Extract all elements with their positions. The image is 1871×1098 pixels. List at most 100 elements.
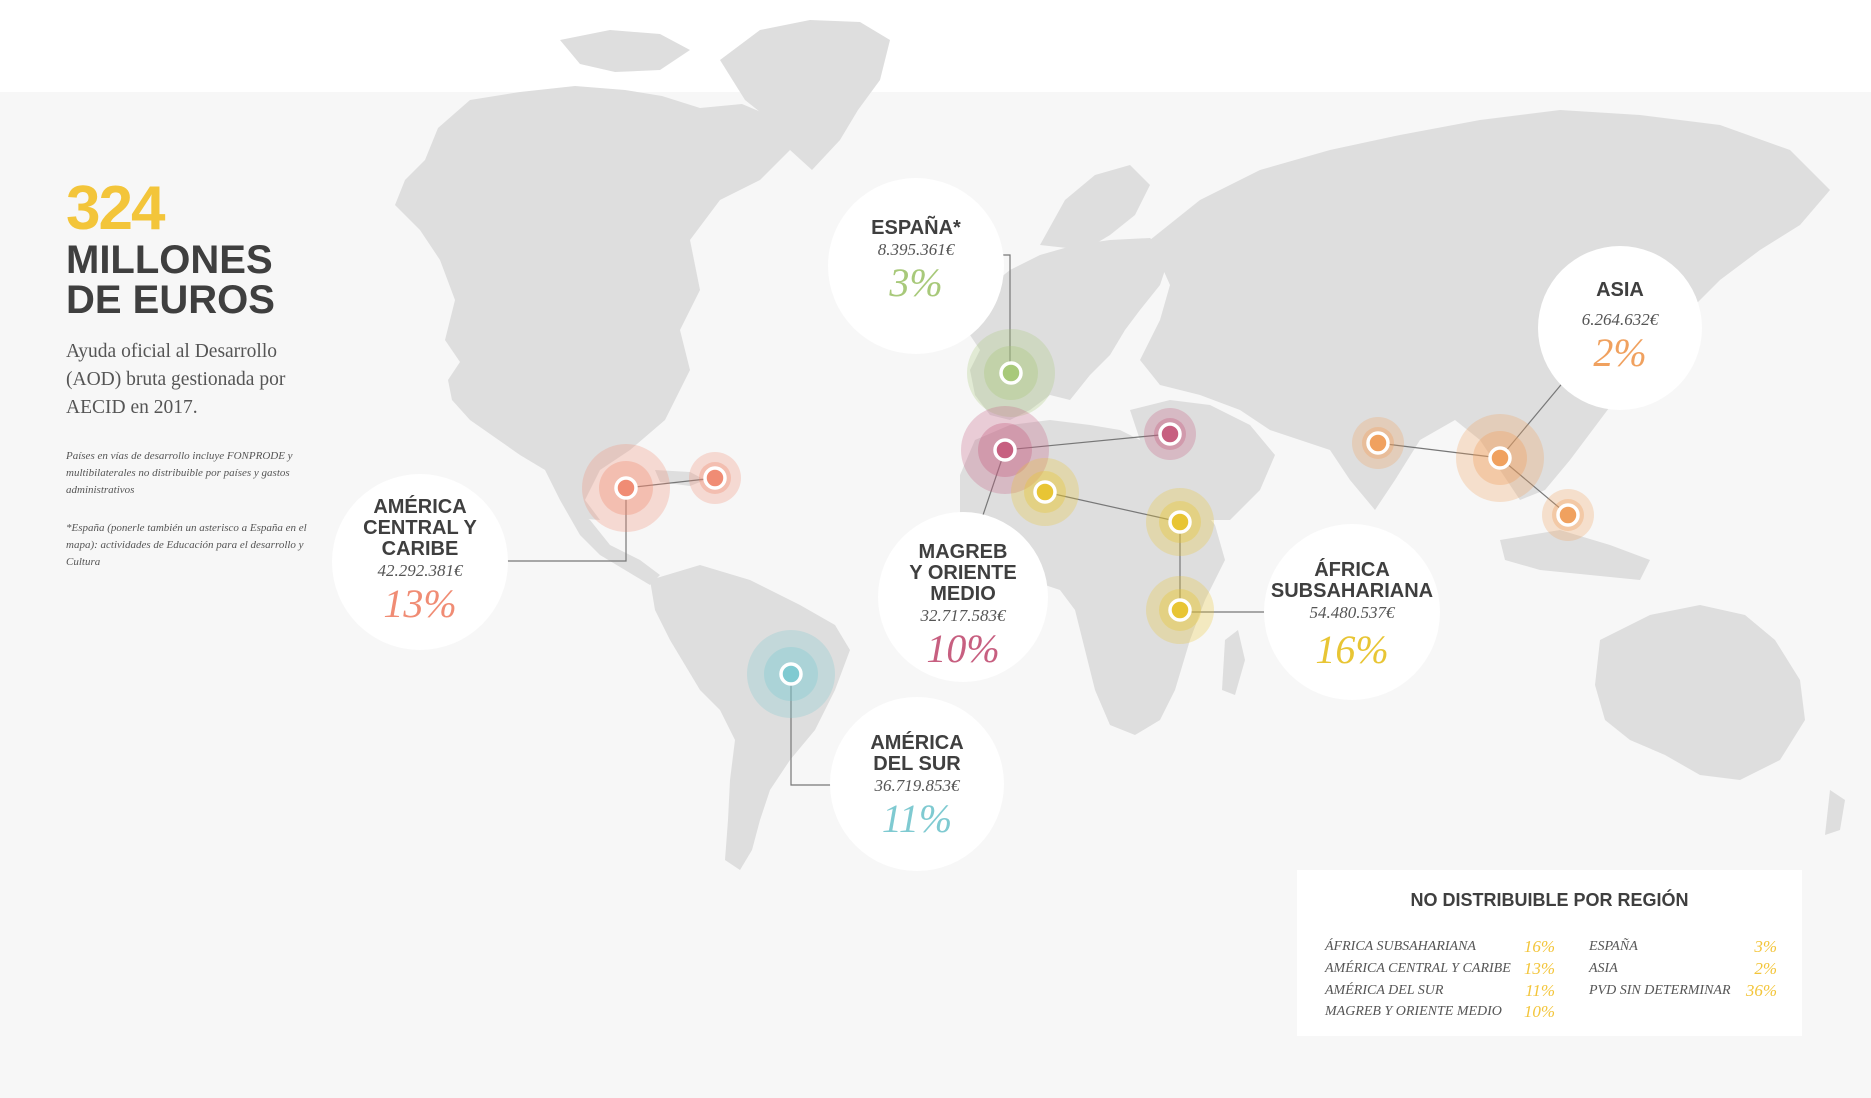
marker-dot xyxy=(779,662,803,686)
marker-espana xyxy=(967,329,1055,417)
region-percent: 16% xyxy=(1315,627,1389,672)
line-america-central-links xyxy=(625,477,716,489)
region-name-l2: CENTRAL Y xyxy=(363,517,477,539)
bubble-africa: ÁFRICA SUBSAHARIANA 54.480.537€ 16% xyxy=(1264,524,1440,700)
land-australia xyxy=(1595,605,1805,780)
legend-label: PVD SIN DETERMINAR xyxy=(1589,983,1731,998)
line-magreb xyxy=(981,449,1006,519)
headline-unit-line1: MILLONES xyxy=(66,238,273,282)
region-amount: 6.264.632€ xyxy=(1581,310,1659,329)
land-madagascar xyxy=(1222,630,1245,695)
legend-value: 11% xyxy=(1525,981,1555,1000)
line-magreb-links xyxy=(1004,433,1171,451)
bubble-espana: ESPAÑA* 8.395.361€ 3% xyxy=(828,178,1004,354)
subtitle: Ayuda oficial al Desarrollo (AOD) bruta … xyxy=(66,341,286,418)
region-name-l2: DEL SUR xyxy=(873,753,961,775)
region-percent: 3% xyxy=(889,260,943,305)
region-percent: 10% xyxy=(926,626,1000,671)
region-amount: 36.719.853€ xyxy=(874,776,960,795)
legend-value: 2% xyxy=(1754,959,1777,978)
legend-title: NO DISTRIBUIBLE POR REGIÓN xyxy=(1410,890,1689,910)
land-asia xyxy=(1140,110,1830,510)
legend-label: AMÉRICA CENTRAL Y CARIBE xyxy=(1325,961,1511,976)
land-south-america xyxy=(650,565,850,870)
marker-dot xyxy=(1168,598,1192,622)
marker-dot xyxy=(993,438,1017,462)
land-greenland xyxy=(720,20,890,170)
marker-america-central-main xyxy=(582,444,670,532)
legend-row: MAGREB Y ORIENTE MEDIO 10% xyxy=(1325,1002,1555,1023)
land-central-america xyxy=(560,500,660,585)
marker-dot xyxy=(1488,446,1512,470)
legend-value: 16% xyxy=(1523,937,1555,956)
legend-row: ÁFRICA SUBSAHARIANA 16% xyxy=(1325,937,1555,958)
land-canada-islands xyxy=(560,30,690,72)
region-amount: 32.717.583€ xyxy=(920,606,1006,625)
legend-label: AMÉRICA DEL SUR xyxy=(1325,983,1444,998)
bubble-america-central: AMÉRICA CENTRAL Y CARIBE 42.292.381€ 13% xyxy=(332,474,508,650)
marker-magreb-east xyxy=(1144,408,1196,460)
region-name-l1: ÁFRICA xyxy=(1314,559,1390,581)
legend-value: 3% xyxy=(1754,937,1777,956)
region-name-l1: AMÉRICA xyxy=(373,496,467,518)
marker-dot xyxy=(1366,431,1390,455)
land-southeast-asia-islands xyxy=(1500,530,1650,580)
region-name: ESPAÑA* xyxy=(871,217,961,239)
bubble-asia: ASIA 6.264.632€ 2% xyxy=(1538,246,1702,410)
headline-block: 324 MILLONES DE EUROS xyxy=(66,174,275,322)
marker-asia-india xyxy=(1352,417,1404,469)
region-name: ASIA xyxy=(1596,279,1644,301)
line-asia xyxy=(1499,379,1566,459)
region-amount: 54.480.537€ xyxy=(1309,603,1395,622)
legend-label: ASIA xyxy=(1589,961,1618,976)
note-pvd: Países en vías de desarrollo incluye FON… xyxy=(66,450,293,496)
legend-value: 13% xyxy=(1523,959,1555,978)
line-america-central xyxy=(505,488,627,562)
marker-america-sur xyxy=(747,630,835,718)
marker-asia-main xyxy=(1456,414,1544,502)
legend-label: ÁFRICA SUBSAHARIANA xyxy=(1325,939,1476,954)
marker-asia-philippines xyxy=(1542,489,1594,541)
region-name-l1: MAGREB xyxy=(918,541,1008,563)
land-new-zealand xyxy=(1825,790,1845,835)
region-name-l3: CARIBE xyxy=(381,538,459,560)
note-espana: *España (ponerle también un asterisco a … xyxy=(66,522,307,568)
region-name-l1: AMÉRICA xyxy=(870,732,964,754)
marker-africa-east xyxy=(1146,488,1214,556)
legend-row: AMÉRICA DEL SUR 11% xyxy=(1325,981,1555,1002)
marker-africa-south xyxy=(1146,576,1214,644)
landmasses xyxy=(395,20,1845,870)
region-name-l2: Y ORIENTE xyxy=(909,562,1017,584)
marker-africa-west xyxy=(1011,458,1079,526)
land-africa xyxy=(960,420,1225,735)
land-caribbean xyxy=(655,470,705,486)
legend-label: ESPAÑA xyxy=(1589,939,1638,954)
region-percent: 13% xyxy=(383,581,457,626)
marker-dot xyxy=(1158,422,1182,446)
marker-dot xyxy=(614,476,638,500)
legend-row: PVD SIN DETERMINAR 36% xyxy=(1589,981,1777,1002)
marker-dot xyxy=(1033,480,1057,504)
legend-box: NO DISTRIBUIBLE POR REGIÓN ÁFRICA SUBSAH… xyxy=(1297,870,1802,1036)
marker-dot xyxy=(703,466,727,490)
region-name-l2: SUBSAHARIANA xyxy=(1270,580,1434,602)
region-percent: 11% xyxy=(881,796,953,841)
legend-row: ESPAÑA 3% xyxy=(1589,937,1777,958)
land-scandinavia xyxy=(1040,165,1150,250)
legend-value: 10% xyxy=(1523,1002,1555,1021)
region-markers xyxy=(582,329,1594,718)
bubble-magreb: MAGREB Y ORIENTE MEDIO 32.717.583€ 10% xyxy=(878,512,1048,682)
marker-dot xyxy=(999,361,1023,385)
headline-unit-line2: DE EUROS xyxy=(66,278,275,322)
region-amount: 8.395.361€ xyxy=(877,240,955,259)
region-amount: 42.292.381€ xyxy=(377,561,463,580)
legend-value: 36% xyxy=(1745,981,1777,1000)
marker-dot xyxy=(1168,510,1192,534)
legend-label: MAGREB Y ORIENTE MEDIO xyxy=(1325,1004,1502,1019)
region-name-l3: MEDIO xyxy=(930,583,996,605)
headline-number: 324 xyxy=(66,174,165,243)
region-percent: 2% xyxy=(1593,330,1647,375)
marker-magreb-main xyxy=(961,406,1049,494)
land-north-america xyxy=(395,86,790,520)
